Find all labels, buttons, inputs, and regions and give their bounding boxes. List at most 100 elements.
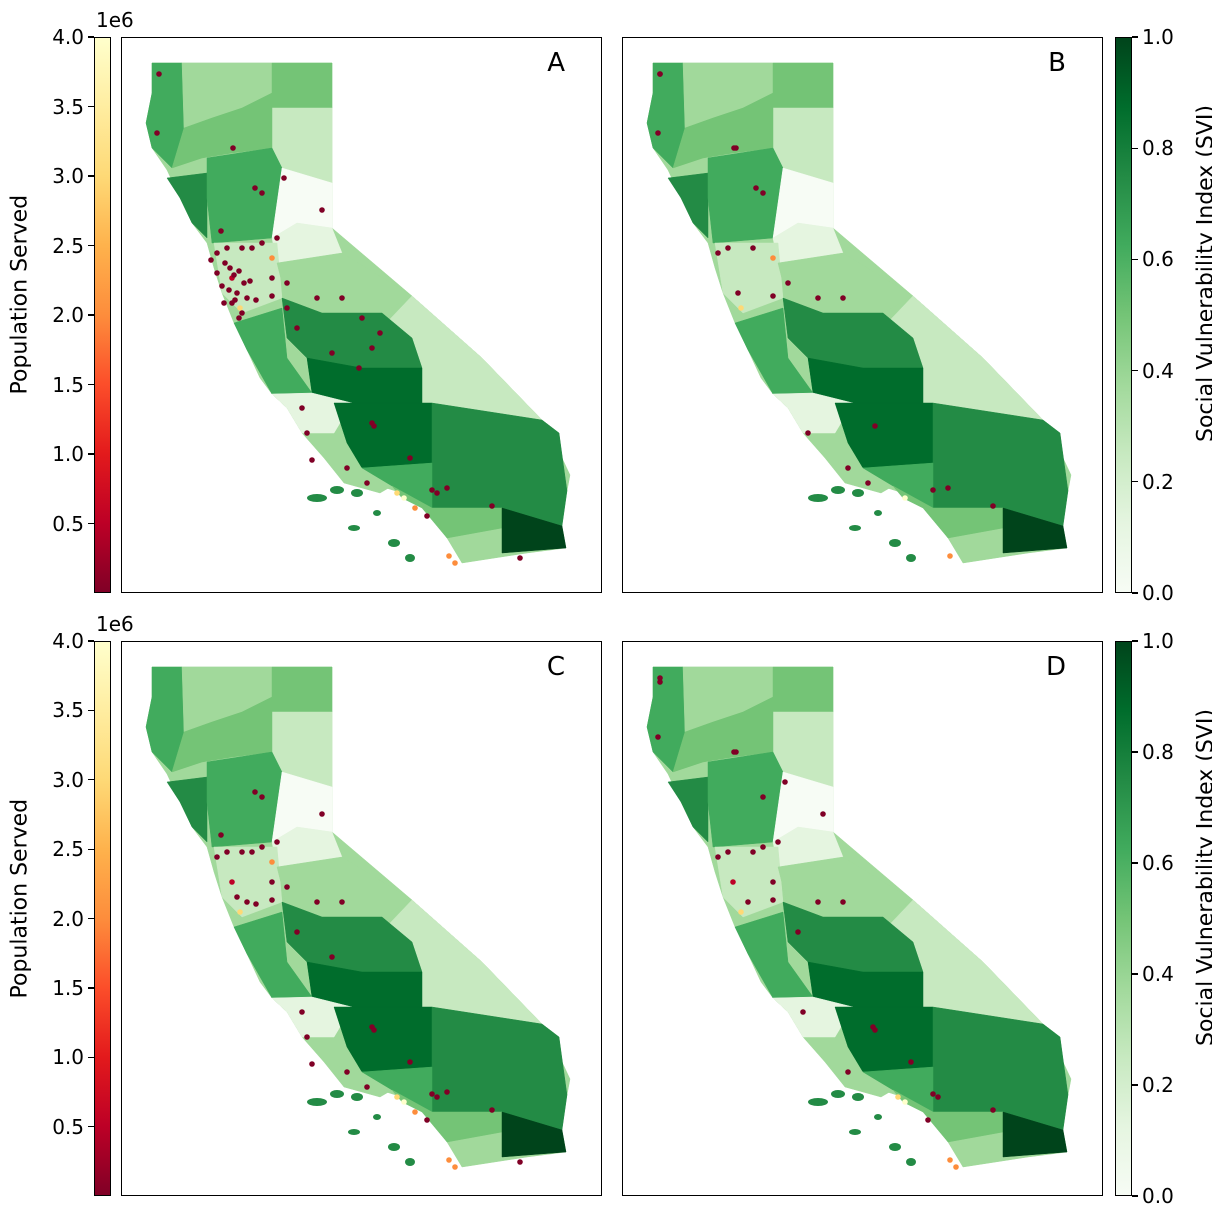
water-system-point xyxy=(424,513,430,519)
water-system-point xyxy=(815,295,821,301)
california-map-d xyxy=(646,666,1072,1170)
water-system-point xyxy=(244,899,250,905)
water-system-point xyxy=(377,330,383,336)
water-system-point xyxy=(218,228,224,234)
water-system-point xyxy=(657,71,663,77)
svi-colorbar-label-top: Social Vulnerability Index (SVI) xyxy=(1193,105,1212,443)
water-system-point xyxy=(895,1094,901,1100)
population-tick-mark xyxy=(88,175,94,177)
water-system-point xyxy=(715,854,721,860)
channel-island xyxy=(388,1143,400,1151)
water-system-point xyxy=(407,455,413,461)
water-system-point xyxy=(795,929,801,935)
water-system-point xyxy=(236,315,242,321)
water-system-point xyxy=(274,235,280,241)
population-tick-label: 1.5 xyxy=(52,975,84,1000)
water-system-point xyxy=(269,879,275,885)
california-map-c xyxy=(145,666,571,1170)
water-system-point xyxy=(947,553,953,559)
water-system-point xyxy=(401,1099,407,1105)
water-system-point xyxy=(446,553,452,559)
population-tick-label: 1.0 xyxy=(52,442,84,466)
channel-island xyxy=(405,554,415,562)
county-region xyxy=(1002,1111,1068,1158)
water-system-point xyxy=(785,280,791,286)
county-region xyxy=(271,62,333,109)
svi-tick-label: 0.0 xyxy=(1142,1184,1174,1208)
water-system-point xyxy=(753,185,759,191)
channel-island xyxy=(808,494,828,502)
water-system-point xyxy=(815,899,821,905)
county-region xyxy=(323,1061,393,1098)
water-system-point xyxy=(294,325,300,331)
population-tick-mark xyxy=(88,105,94,108)
water-system-point xyxy=(214,250,220,256)
water-system-point xyxy=(239,310,245,316)
channel-island xyxy=(351,489,363,497)
population-tick-label: 3.5 xyxy=(52,698,84,723)
water-system-point xyxy=(356,365,362,371)
water-system-point xyxy=(247,278,253,284)
water-system-point xyxy=(444,1089,450,1095)
water-system-point xyxy=(872,423,878,429)
water-system-point xyxy=(319,811,325,817)
water-system-point xyxy=(394,1094,400,1100)
water-system-point xyxy=(252,789,258,795)
water-system-point xyxy=(657,675,663,681)
county-region xyxy=(206,751,283,848)
population-scale-exponent-bottom: 1e6 xyxy=(96,612,134,636)
county-region xyxy=(431,1006,568,1131)
water-system-point xyxy=(224,849,230,855)
water-system-point xyxy=(489,1107,495,1113)
water-system-point xyxy=(364,1084,370,1090)
population-tick-mark xyxy=(88,987,94,989)
water-system-point xyxy=(314,295,320,301)
county-region xyxy=(1002,507,1068,554)
water-system-point xyxy=(902,495,908,501)
svi-colorbar-bottom xyxy=(1115,641,1132,1196)
svi-tick-mark xyxy=(1132,862,1138,864)
channel-island xyxy=(373,510,381,516)
water-system-point xyxy=(329,954,335,960)
population-colorbar-label-bottom: Population Served xyxy=(7,798,33,999)
water-system-point xyxy=(434,1094,440,1100)
water-system-point xyxy=(845,465,851,471)
svi-tick-label: 0.6 xyxy=(1142,851,1174,875)
population-tick-label: 0.5 xyxy=(52,511,84,536)
water-system-point xyxy=(259,190,265,196)
county-region xyxy=(824,1061,894,1098)
water-system-point xyxy=(782,779,788,785)
water-system-point xyxy=(446,1157,452,1163)
channel-island xyxy=(852,489,864,497)
water-system-point xyxy=(945,485,951,491)
water-system-point xyxy=(221,300,227,306)
water-system-point xyxy=(908,1059,914,1065)
water-system-point xyxy=(284,305,290,311)
water-system-point xyxy=(930,487,936,493)
water-system-point xyxy=(237,909,243,915)
population-tick-label: 4.0 xyxy=(52,629,84,653)
channel-island xyxy=(351,1093,363,1101)
channel-island xyxy=(831,486,845,494)
water-system-point xyxy=(517,1159,523,1165)
population-tick-label: 0.5 xyxy=(52,1114,84,1139)
channel-island xyxy=(330,1090,344,1098)
water-system-point xyxy=(249,245,255,251)
water-system-point xyxy=(244,295,250,301)
population-tick-label: 2.0 xyxy=(52,303,84,327)
water-system-point xyxy=(239,245,245,251)
county-region xyxy=(667,172,709,239)
county-region xyxy=(501,1111,567,1158)
water-system-point xyxy=(865,480,871,486)
water-system-point xyxy=(840,295,846,301)
water-system-point xyxy=(401,495,407,501)
water-system-point xyxy=(444,485,450,491)
water-system-point xyxy=(424,1117,430,1123)
channel-island xyxy=(388,539,400,547)
water-system-point xyxy=(299,1009,305,1015)
water-system-point xyxy=(229,300,235,306)
population-tick-mark xyxy=(88,383,94,386)
water-system-point xyxy=(344,1069,350,1075)
population-tick-mark xyxy=(88,1056,94,1058)
water-system-point xyxy=(872,1027,878,1033)
